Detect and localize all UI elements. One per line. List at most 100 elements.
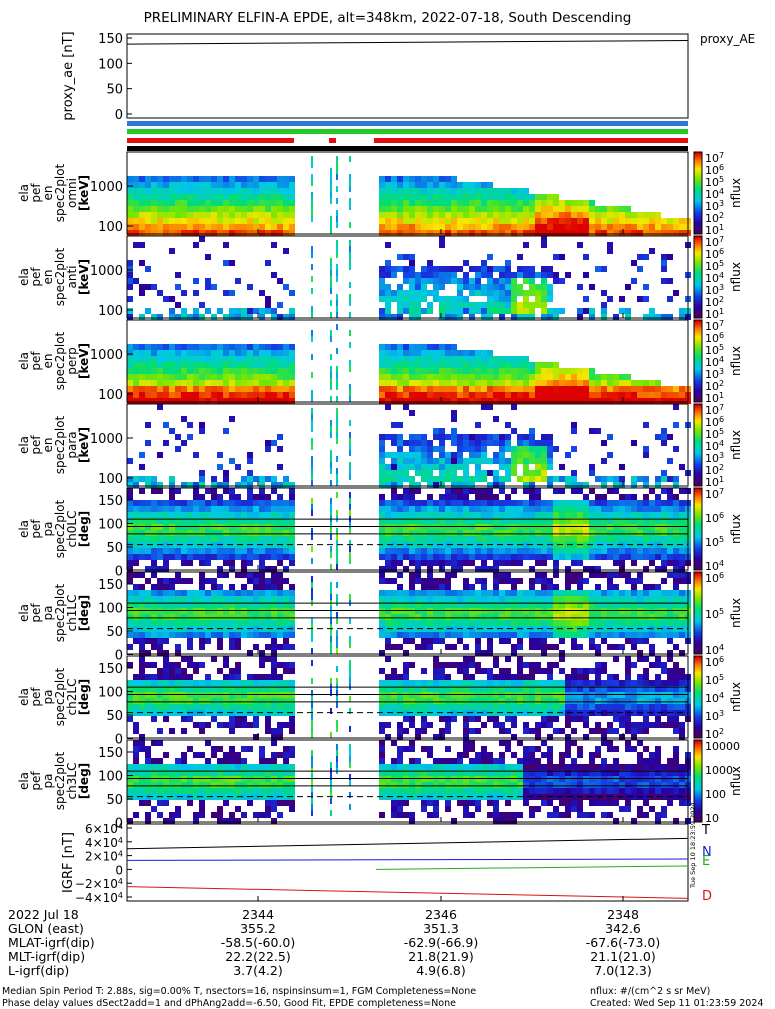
heat-cell (577, 560, 583, 566)
heat-cell (181, 350, 187, 356)
heat-cell (637, 512, 643, 518)
heat-cell (187, 578, 193, 584)
heat-cell (403, 368, 409, 374)
heat-cell (499, 224, 505, 230)
heat-cell (397, 446, 403, 452)
heat-cell (523, 368, 529, 374)
heat-cell (505, 266, 511, 272)
heat-cell (535, 476, 541, 482)
heat-cell (619, 614, 625, 620)
heat-cell (187, 380, 193, 386)
heat-cell (205, 698, 211, 704)
heat-cell (259, 344, 265, 350)
heat-cell (475, 500, 481, 506)
heat-cell (229, 722, 235, 728)
heat-cell (487, 620, 493, 626)
heat-cell (421, 290, 427, 296)
heat-cell (553, 644, 559, 650)
heat-cell (205, 176, 211, 182)
heat-cell (289, 668, 295, 674)
heat-cell (379, 218, 385, 224)
heat-cell (157, 350, 163, 356)
heat-cell (211, 218, 217, 224)
heat-cell (229, 176, 235, 182)
heat-cell (499, 464, 505, 470)
heat-cell (349, 282, 351, 288)
heat-cell (187, 224, 193, 230)
heat-cell (649, 386, 655, 392)
heat-cell (607, 434, 613, 440)
heat-cell (553, 200, 559, 206)
heat-cell (511, 554, 517, 560)
heat-cell (139, 200, 145, 206)
heat-cell (379, 458, 385, 464)
heat-cell (181, 374, 187, 380)
heat-cell (311, 276, 313, 282)
heat-cell (229, 506, 235, 512)
heat-cell (661, 398, 667, 404)
heat-cell (667, 224, 673, 230)
heat-cell (271, 242, 277, 248)
heat-cell (391, 272, 397, 278)
heat-cell (529, 230, 535, 236)
heat-cell (457, 296, 463, 302)
heat-cell (481, 404, 487, 410)
heat-cell (253, 572, 259, 578)
heat-cell (439, 242, 445, 248)
heat-cell (487, 224, 493, 230)
heat-cell (487, 182, 493, 188)
heat-cell (625, 632, 631, 638)
heat-cell (493, 476, 499, 482)
heat-cell (349, 474, 351, 480)
heat-cell (673, 506, 679, 512)
heat-cell (415, 704, 421, 710)
heat-cell (619, 224, 625, 230)
heat-cell (229, 512, 235, 518)
heat-cell (493, 596, 499, 602)
heat-cell (379, 572, 385, 578)
heat-cell (649, 530, 655, 536)
heat-cell (311, 546, 313, 552)
heat-cell (379, 500, 385, 506)
heat-cell (199, 218, 205, 224)
heat-cell (451, 278, 457, 284)
heat-cell (439, 716, 445, 722)
heat-cell (163, 668, 169, 674)
heat-cell (241, 176, 247, 182)
heat-cell (391, 398, 397, 404)
heat-cell (265, 494, 271, 500)
heat-cell (517, 656, 523, 662)
heat-cell (649, 554, 655, 560)
heat-cell (336, 528, 338, 534)
heat-cell (336, 618, 338, 624)
heat-cell (247, 350, 253, 356)
ylabel-line: [keV] (77, 175, 91, 211)
heat-cell (613, 398, 619, 404)
heat-cell (336, 474, 338, 480)
heat-cell (547, 284, 553, 290)
heat-cell (631, 212, 637, 218)
heat-cell (133, 242, 139, 248)
heat-cell (457, 188, 463, 194)
heat-cell (403, 650, 409, 656)
heat-cell (127, 206, 133, 212)
heat-cell (205, 224, 211, 230)
heat-cell (397, 440, 403, 446)
heat-cell (553, 218, 559, 224)
heat-cell (499, 614, 505, 620)
heat-cell (133, 350, 139, 356)
heat-cell (157, 500, 163, 506)
heat-cell (415, 644, 421, 650)
heat-cell (265, 212, 271, 218)
heat-cell (571, 212, 577, 218)
heat-cell (139, 374, 145, 380)
heat-cell (523, 266, 529, 272)
heat-cell (247, 284, 253, 290)
heat-cell (127, 368, 133, 374)
heat-cell (463, 704, 469, 710)
heat-cell (607, 380, 613, 386)
heat-cell (463, 188, 469, 194)
heat-cell (439, 452, 445, 458)
heat-cell (175, 572, 181, 578)
heat-cell (457, 356, 463, 362)
